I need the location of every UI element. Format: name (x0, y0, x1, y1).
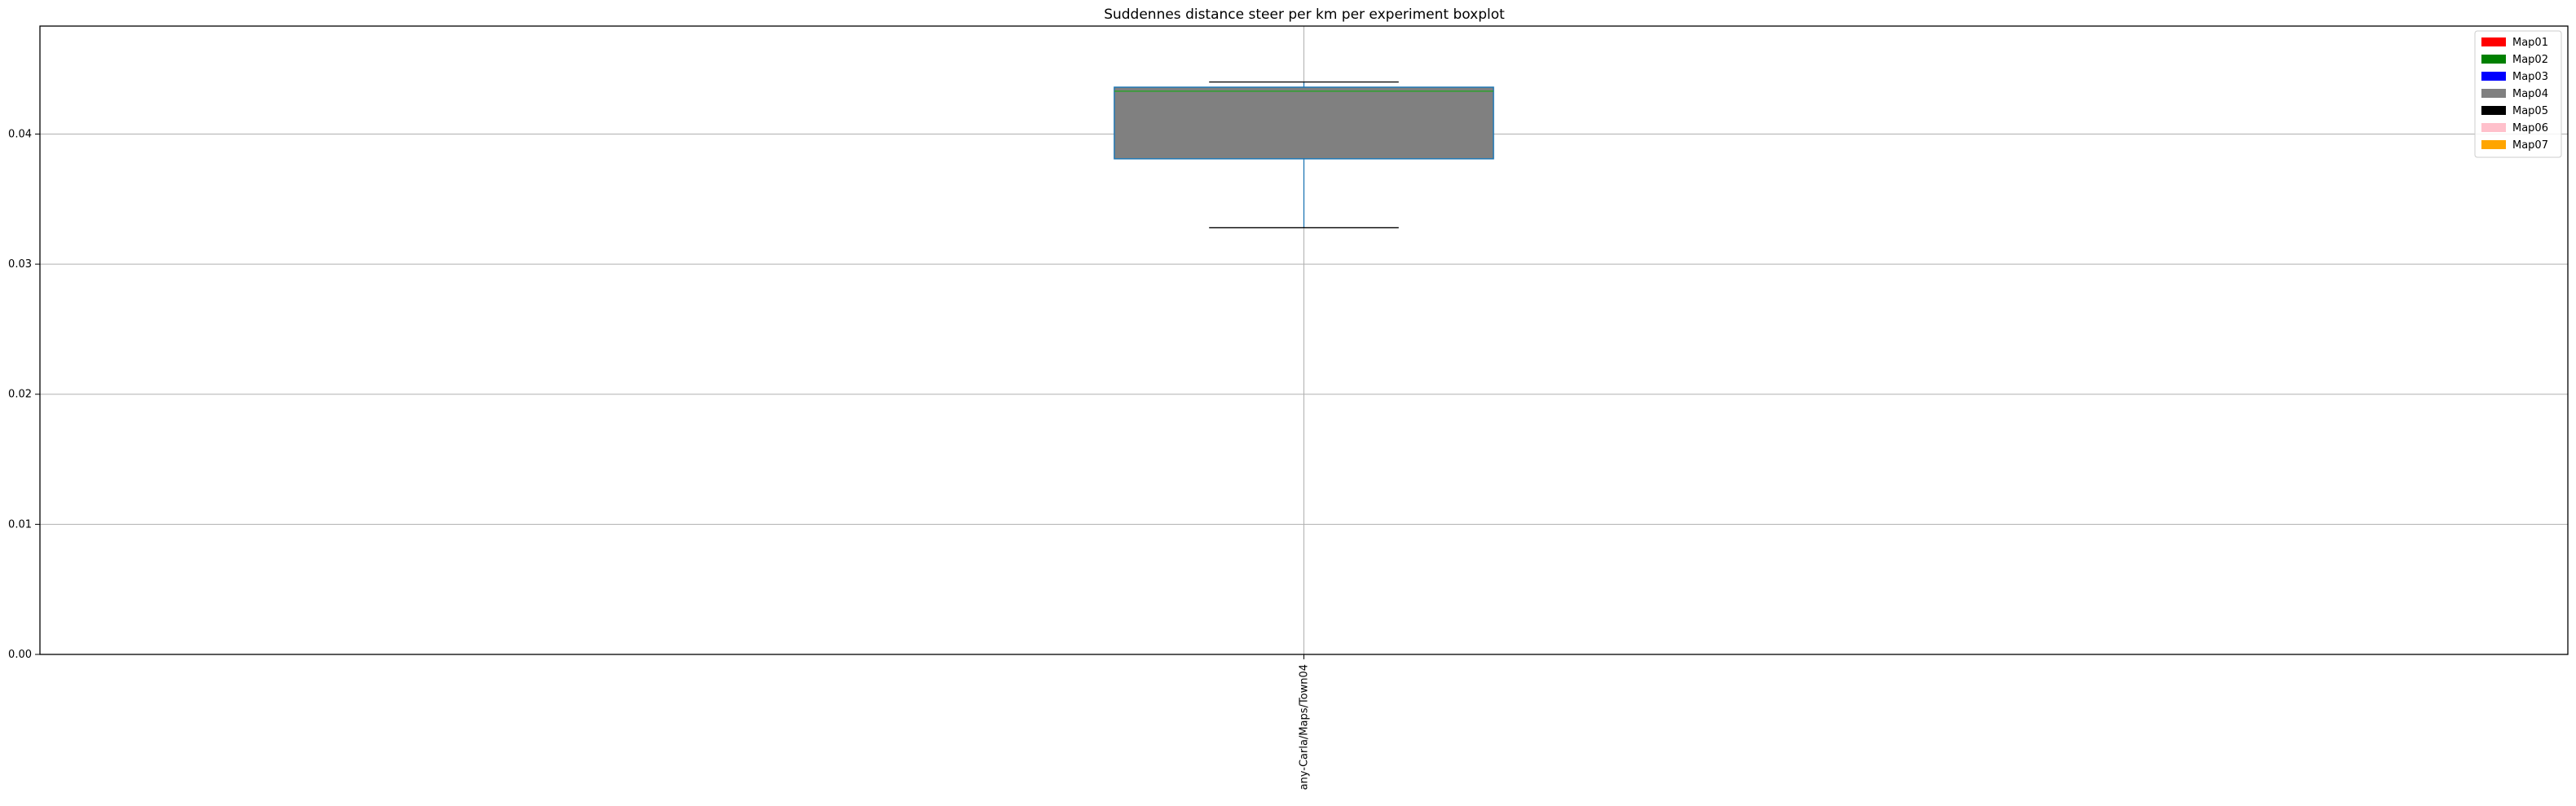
y-tick-label: 0.04 (8, 128, 32, 140)
legend-swatch (2481, 37, 2506, 46)
legend-label: Map07 (2512, 139, 2548, 152)
legend-swatch (2481, 106, 2506, 115)
y-tick-label: 0.00 (8, 649, 32, 661)
grid-lines (40, 26, 2568, 654)
legend: Map01 Map02 Map03 Map04 Map05 Map06 Map07 (2474, 30, 2562, 158)
y-tick-label: 0.03 (8, 258, 32, 271)
legend-swatch (2481, 72, 2506, 81)
x-tick-label: any-Carla/Maps/Town04 (1299, 664, 1311, 790)
legend-swatch (2481, 123, 2506, 132)
legend-swatch (2481, 140, 2506, 149)
y-axis: 0.00 0.01 0.02 0.03 0.04 (8, 128, 40, 661)
legend-label: Map05 (2512, 105, 2548, 117)
legend-label: Map04 (2512, 88, 2548, 100)
y-tick-label: 0.02 (8, 389, 32, 401)
legend-label: Map01 (2512, 37, 2548, 49)
box (1114, 86, 1494, 160)
legend-label: Map06 (2512, 122, 2548, 134)
chart-title: Suddennes distance steer per km per expe… (1104, 7, 1505, 23)
x-axis: any-Carla/Maps/Town04 (1299, 654, 1311, 790)
legend-label: Map03 (2512, 71, 2548, 83)
y-tick-label: 0.01 (8, 518, 32, 531)
box-series (1114, 81, 1494, 229)
legend-swatch (2481, 89, 2506, 98)
legend-label: Map02 (2512, 54, 2548, 66)
legend-swatch (2481, 55, 2506, 64)
